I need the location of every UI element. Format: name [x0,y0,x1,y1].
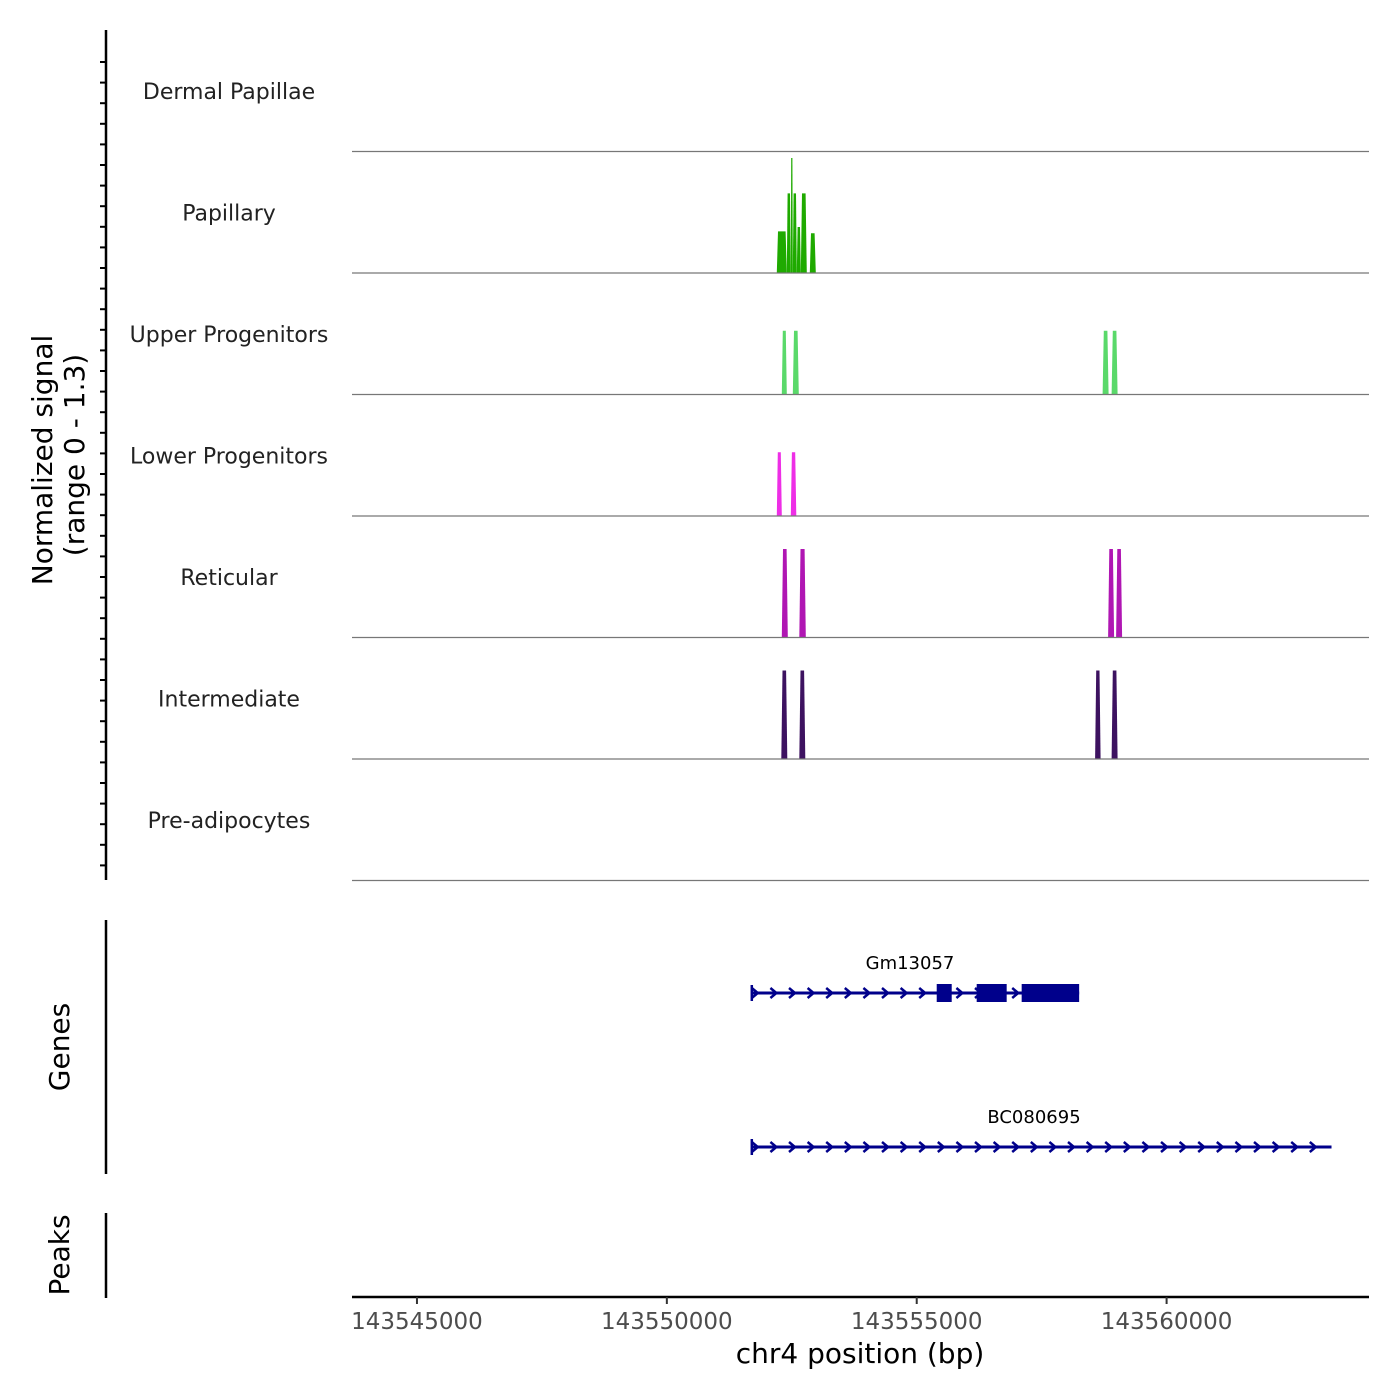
signal-peak [799,670,806,759]
strand-arrow [806,1141,816,1153]
gene-name-label: Gm13057 [866,953,955,974]
signal-peak [790,452,797,516]
genes-panel-title: Genes [43,1003,76,1091]
x-tick-label: 143550000 [601,1309,733,1335]
coverage-y-title-line2: (range 0 - 1.3) [58,354,91,556]
strand-arrow [751,987,760,999]
strand-arrow [1011,987,1021,999]
signal-peak [776,452,782,516]
strand-arrow [1197,1141,1207,1153]
strand-arrow [955,987,965,999]
signal-peak [776,231,787,273]
strand-arrow [862,1141,872,1153]
track-label: Pre-adipocytes [148,809,311,834]
track-label: Intermediate [158,687,300,712]
signal-peak [796,227,801,273]
track-label: Upper Progenitors [130,323,329,348]
strand-arrow [881,1141,890,1153]
track-label: Lower Progenitors [130,444,328,469]
signal-peak [781,330,787,395]
track-lower-progenitors: Lower Progenitors [130,444,1369,517]
track-pre-adipocytes: Pre-adipocytes [148,809,1369,882]
strand-arrow [788,987,797,999]
strand-arrow [992,1141,1002,1153]
signal-peak [792,193,797,273]
strand-arrow [844,1141,853,1153]
signal-peak [790,158,793,273]
strand-arrow [955,1141,965,1153]
strand-arrow [1216,1141,1225,1153]
signal-peak [1095,670,1101,759]
strand-arrow [788,1141,797,1153]
strand-arrow [769,987,779,999]
signal-peak [1108,549,1115,638]
exon [1021,984,1080,1002]
strand-arrow [1271,1141,1281,1153]
strand-arrow [974,1141,983,1153]
strand-arrow [1141,1141,1151,1153]
signal-peak [1102,330,1109,395]
track-reticular: Reticular [180,549,1369,639]
strand-arrow [862,987,872,999]
coverage-tracks: Dermal Papillae Papillary Upper Progenitor… [130,80,1369,882]
strand-arrow [1104,1141,1114,1153]
strand-arrow [899,987,909,999]
strand-arrow [899,1141,909,1153]
signal-peak [781,549,788,638]
signal-peak [792,330,799,395]
gene-gm13057: Gm13057 [750,953,1080,1002]
track-papillary: Papillary [182,158,1369,274]
strand-arrow [1067,1141,1076,1153]
track-label: Reticular [180,566,278,591]
strand-arrow [769,1141,779,1153]
track-intermediate: Intermediate [158,670,1369,760]
gene-track: Gm13057 BC080695 [750,953,1332,1155]
strand-arrow [751,1141,760,1153]
strand-arrow [1290,1141,1300,1153]
track-dermal-papillae: Dermal Papillae [143,80,1369,153]
track-label: Papillary [182,201,276,226]
coverage-axis-ticks [100,61,106,867]
strand-arrow [918,987,928,999]
strand-arrow [844,987,853,999]
coverage-y-title-line1: Normalized signal [26,335,59,586]
strand-arrow [1011,1141,1021,1153]
strand-arrow [1085,1141,1095,1153]
peaks-panel-title: Peaks [43,1214,76,1295]
strand-arrow [806,987,816,999]
signal-peak [809,233,816,273]
strand-arrow [1030,1141,1039,1153]
strand-arrow [1160,1141,1169,1153]
signal-peak [1111,330,1118,395]
strand-arrow [1048,1141,1058,1153]
gene-name-label: BC080695 [987,1107,1080,1128]
signal-peak [786,193,791,273]
x-tick-label: 143545000 [351,1309,483,1335]
strand-arrow [1234,1141,1244,1153]
signal-peak [799,549,806,638]
strand-arrow [1309,1141,1318,1153]
strand-arrow [918,1141,928,1153]
strand-arrow [881,987,890,999]
x-axis-ticks: 143545000 143550000 143555000 143560000 [351,1297,1232,1335]
strand-arrow [825,987,835,999]
signal-peak [1116,549,1123,638]
x-tick-label: 143560000 [1101,1309,1233,1335]
track-label: Dermal Papillae [143,80,315,105]
signal-peak [781,670,788,759]
strand-arrow [825,1141,835,1153]
gene-bc080695: BC080695 [750,1107,1332,1155]
signal-peak [1111,670,1118,759]
track-upper-progenitors: Upper Progenitors [130,323,1369,396]
x-axis-title: chr4 position (bp) [736,1337,985,1370]
signal-peak [800,193,807,273]
strand-arrow [1178,1141,1188,1153]
exon [976,984,1007,1002]
strand-arrow [937,1141,946,1153]
x-tick-label: 143555000 [851,1309,983,1335]
exon [936,984,952,1002]
strand-arrow [1123,1141,1132,1153]
strand-arrow [1253,1141,1262,1153]
